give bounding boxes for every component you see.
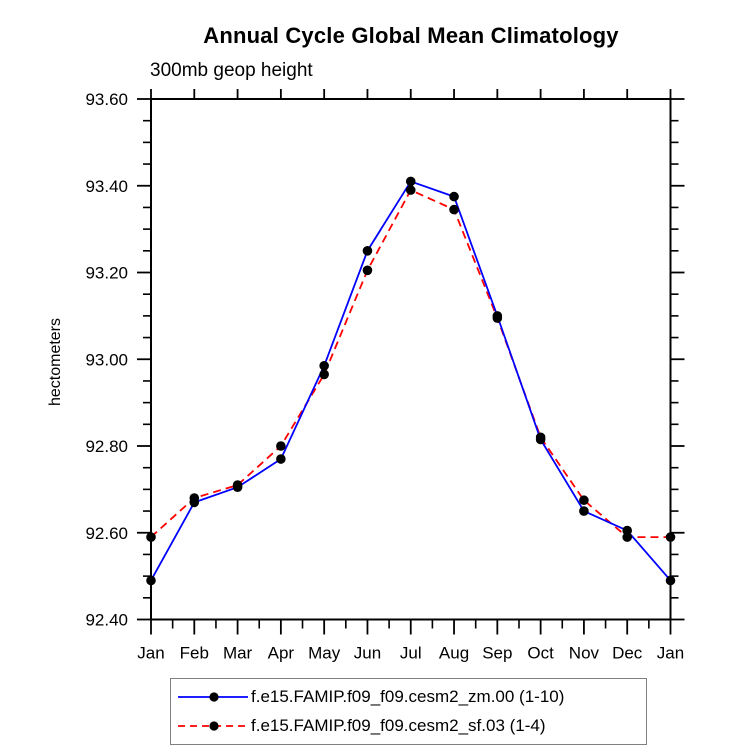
y-tick-label: 92.80 [85, 437, 128, 456]
x-tick-label: Jan [137, 644, 164, 663]
data-point-marker [405, 176, 416, 187]
x-tick-label: Oct [527, 644, 554, 663]
legend-label-sf: f.e15.FAMIP.f09_f09.cesm2_sf.03 (1-4) [251, 715, 546, 735]
x-tick-label: Jul [400, 644, 422, 663]
data-point-marker [535, 432, 546, 443]
x-tick-label: Dec [612, 644, 643, 663]
data-point-marker [146, 575, 156, 586]
data-point-marker [449, 191, 459, 202]
y-tick-label: 93.00 [85, 350, 128, 369]
legend-item-sf: f.e15.FAMIP.f09_f09.cesm2_sf.03 (1-4) [171, 716, 646, 736]
x-tick-label: Nov [569, 644, 600, 663]
legend-label-zm: f.e15.FAMIP.f09_f09.cesm2_zm.00 (1-10) [251, 687, 565, 707]
data-point-marker [146, 532, 156, 542]
legend-dashed-line-marker-icon [178, 721, 248, 731]
chart-subtitle: 300mb geop height [150, 60, 313, 81]
x-tick-label: Aug [439, 644, 469, 663]
data-point-marker [276, 454, 286, 464]
data-point-marker [405, 185, 416, 195]
data-point-marker [276, 441, 286, 451]
data-point-marker [189, 493, 200, 503]
data-point-marker [362, 246, 373, 256]
data-point-marker [579, 506, 589, 516]
y-tick-label: 93.60 [85, 90, 128, 109]
data-point-marker [319, 369, 329, 380]
series-line-sf [150, 188, 671, 538]
data-point-marker [362, 265, 373, 276]
chart-title: Annual Cycle Global Mean Climatology [203, 23, 619, 48]
data-point-marker [492, 313, 503, 323]
y-tick-label: 92.40 [85, 611, 128, 630]
x-tick-label: Apr [268, 644, 295, 663]
x-tick-label: May [308, 644, 341, 663]
data-point-marker [665, 532, 676, 542]
data-point-marker [622, 532, 633, 542]
x-tick-label: Jan [657, 644, 684, 663]
y-tick-label: 93.20 [85, 264, 128, 283]
legend-item-zm: f.e15.FAMIP.f09_f09.cesm2_zm.00 (1-10) [171, 687, 646, 707]
legend-solid-line-marker-icon [178, 692, 248, 702]
data-point-marker [319, 360, 329, 371]
x-tick-label: Jun [354, 644, 381, 663]
x-tick-label: Feb [180, 644, 209, 663]
y-tick-label: 93.40 [85, 177, 128, 196]
x-tick-label: Mar [223, 644, 253, 663]
legend: f.e15.FAMIP.f09_f09.cesm2_zm.00 (1-10) f… [170, 678, 647, 745]
data-point-marker [579, 495, 589, 506]
y-tick-label: 92.60 [85, 524, 128, 543]
data-point-marker [232, 480, 243, 490]
data-point-marker [665, 575, 676, 586]
series-line-zm [150, 180, 672, 582]
x-tick-label: Sep [482, 644, 512, 663]
data-point-marker [449, 204, 459, 215]
